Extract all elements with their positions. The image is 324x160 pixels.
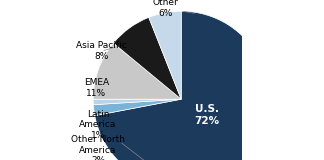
Text: U.S.
72%: U.S. 72%	[194, 104, 219, 126]
Wedge shape	[149, 11, 181, 99]
Wedge shape	[93, 99, 181, 105]
Wedge shape	[113, 17, 181, 99]
Text: Other North
America
2%: Other North America 2%	[71, 136, 171, 160]
Text: EMEA
11%: EMEA 11%	[84, 78, 109, 98]
Text: Other
6%: Other 6%	[152, 0, 194, 18]
Text: Asia Pacific
8%: Asia Pacific 8%	[76, 41, 127, 61]
Wedge shape	[95, 11, 269, 160]
Text: Latin
America
1%: Latin America 1%	[79, 110, 163, 160]
Wedge shape	[93, 43, 181, 99]
Wedge shape	[93, 99, 181, 116]
